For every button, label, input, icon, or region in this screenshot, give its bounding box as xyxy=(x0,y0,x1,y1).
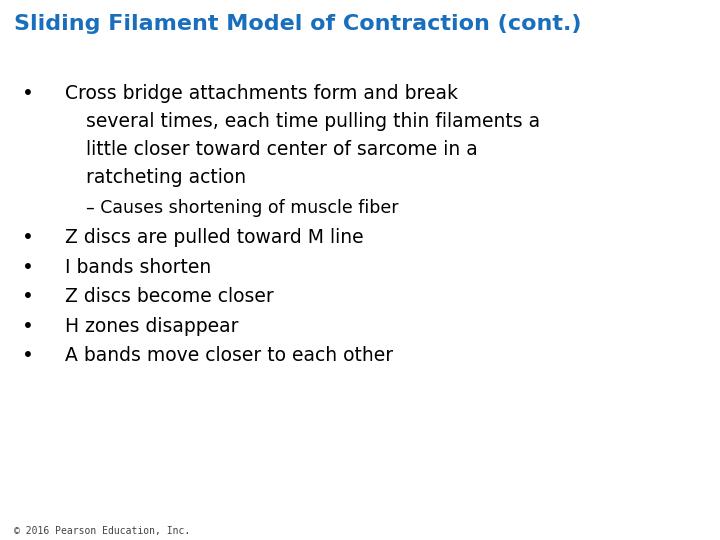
Text: Cross bridge attachments form and break: Cross bridge attachments form and break xyxy=(65,84,458,103)
Text: •: • xyxy=(22,346,33,365)
Text: •: • xyxy=(22,258,33,276)
Text: Z discs become closer: Z discs become closer xyxy=(65,287,274,306)
Text: ratcheting action: ratcheting action xyxy=(86,168,246,187)
Text: A bands move closer to each other: A bands move closer to each other xyxy=(65,346,393,365)
Text: little closer toward center of sarcome in a: little closer toward center of sarcome i… xyxy=(86,140,478,159)
Text: H zones disappear: H zones disappear xyxy=(65,316,238,336)
Text: Z discs are pulled toward M line: Z discs are pulled toward M line xyxy=(65,228,364,247)
Text: •: • xyxy=(22,84,33,103)
Text: – Causes shortening of muscle fiber: – Causes shortening of muscle fiber xyxy=(86,199,399,217)
Text: © 2016 Pearson Education, Inc.: © 2016 Pearson Education, Inc. xyxy=(14,525,191,536)
Text: several times, each time pulling thin filaments a: several times, each time pulling thin fi… xyxy=(86,112,541,131)
Text: •: • xyxy=(22,287,33,306)
Text: I bands shorten: I bands shorten xyxy=(65,258,211,276)
Text: •: • xyxy=(22,228,33,247)
Text: •: • xyxy=(22,316,33,336)
Text: Sliding Filament Model of Contraction (cont.): Sliding Filament Model of Contraction (c… xyxy=(14,14,582,33)
